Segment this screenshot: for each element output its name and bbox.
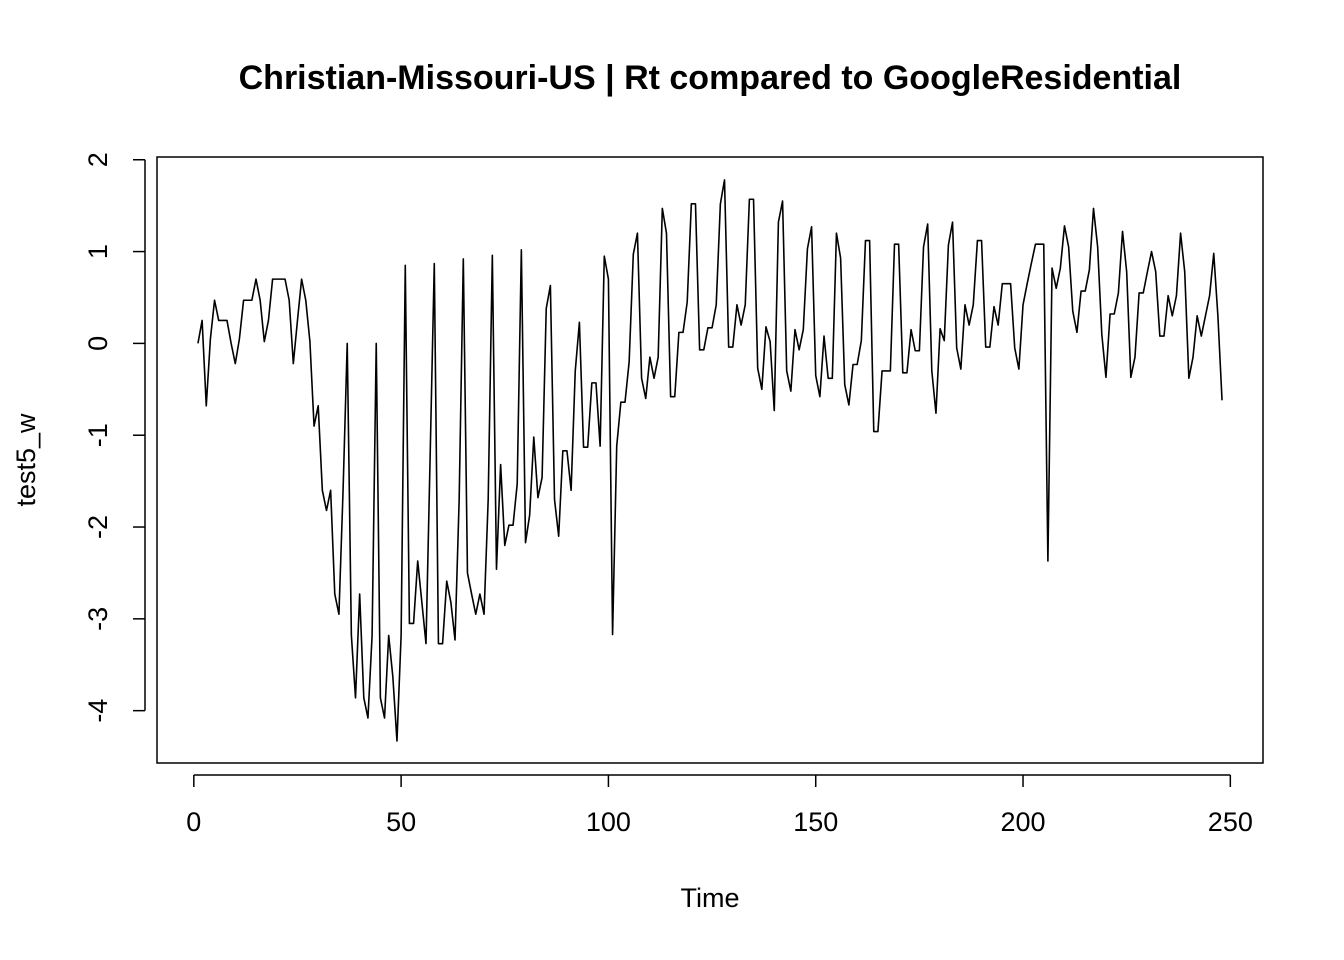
x-tick-label: 150 <box>793 807 838 837</box>
y-tick-label: -1 <box>83 423 113 447</box>
x-tick-label: 50 <box>386 807 416 837</box>
y-tick-label: 1 <box>83 244 113 259</box>
y-tick-label: 2 <box>83 152 113 167</box>
x-tick-label: 100 <box>586 807 631 837</box>
x-axis-label: Time <box>681 883 740 913</box>
x-tick-label: 250 <box>1208 807 1253 837</box>
plot-frame <box>156 156 1264 764</box>
y-axis-label: test5_w <box>11 413 41 507</box>
y-tick-label: 0 <box>83 336 113 351</box>
data-line <box>197 179 1223 742</box>
chart-title: Christian-Missouri-US | Rt compared to G… <box>239 59 1182 97</box>
x-tick-label: 200 <box>1000 807 1045 837</box>
x-tick-label: 0 <box>186 807 201 837</box>
y-tick-label: -2 <box>83 515 113 539</box>
y-tick-label: -3 <box>83 607 113 631</box>
y-tick-label: -4 <box>83 699 113 723</box>
